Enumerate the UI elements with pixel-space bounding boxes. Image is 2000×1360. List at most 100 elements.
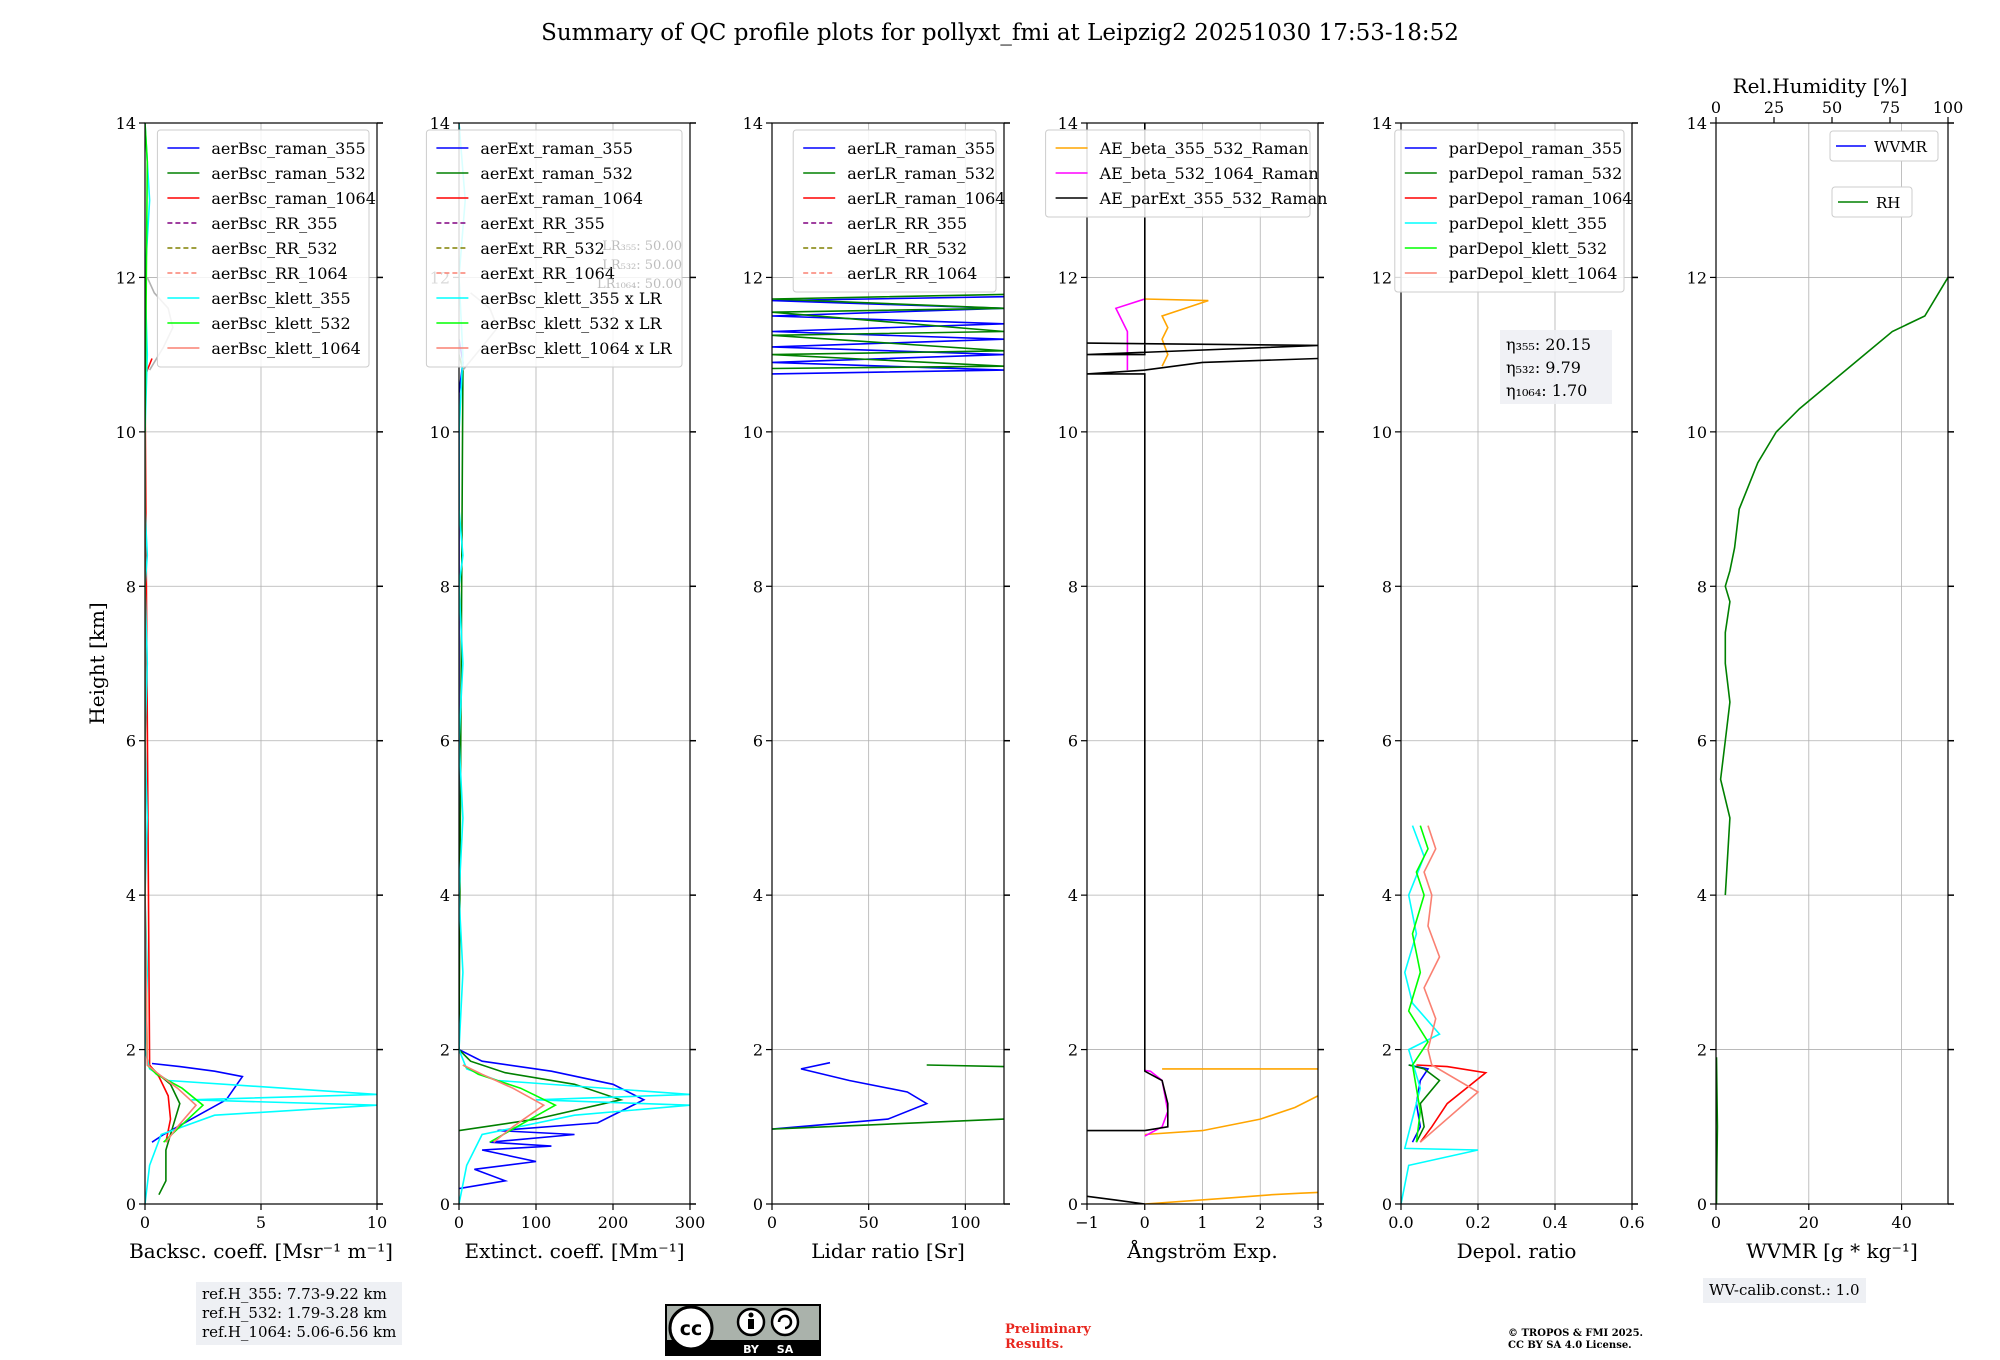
legend-entry: aerBsc_raman_1064 [211,189,376,208]
figure-title: Summary of QC profile plots for pollyxt_… [541,20,1459,46]
ytick-label: 0 [1382,1195,1392,1214]
ytick-label: 12 [1687,268,1707,287]
series-parDepol_klett_355 [1401,825,1479,1204]
legend-box [1831,186,1913,218]
legend-entry: AE_beta_532_1064_Raman [1099,164,1319,183]
ytick-label: 4 [126,886,136,905]
xtick-label: 1 [1197,1213,1207,1232]
lr-annotation: LR₁₀₆₄: 50.00 [597,277,682,292]
legend-entry: parDepol_klett_355 [1449,214,1607,233]
series-AE_beta_355_532_Raman [1144,1191,1318,1204]
series-aerLR_raman_532_cirrus [772,293,1004,370]
series-aerExt_raman_355 [459,339,646,1190]
x-axis-label: Lidar ratio [Sr] [811,1239,965,1263]
ytick-label: 4 [1068,886,1078,905]
ytick-label: 0 [126,1195,136,1214]
ytick-label: 6 [126,732,136,751]
ytick-label: 0 [753,1195,763,1214]
legend-entry: parDepol_klett_1064 [1449,264,1618,283]
cc-label-sa: SA [777,1343,794,1356]
refh-355: ref.H_355: 7.73-9.22 km [202,1285,387,1303]
xtick-label: 0 [767,1213,777,1232]
series-AE_beta_355_532_Raman_cirrus [1144,298,1209,367]
series-aerBsc_klett_532 x LR [462,1064,558,1143]
eta-annotation: η₁₀₆₄: 1.70 [1506,381,1587,400]
xtick-label: 0 [454,1213,464,1232]
xtick-label: 0 [1140,1213,1150,1232]
series-parDepol_raman_355 [1408,1064,1430,1143]
series-aerBsc_klett_355 x LR [459,123,690,1204]
xtick-label: 0 [1711,1213,1721,1232]
ytick-label: 6 [1382,732,1392,751]
ytick-label: 2 [440,1041,450,1060]
legend-entry: parDepol_raman_355 [1449,139,1622,158]
ytick-label: 10 [1372,423,1392,442]
legend-entry: aerLR_RR_1064 [847,264,977,283]
refh-532: ref.H_532: 1.79-3.28 km [202,1304,387,1322]
ytick-label: 14 [1687,114,1707,133]
legend-entry: aerExt_raman_355 [480,139,633,158]
xtick-label: −1 [1075,1213,1099,1232]
ytick-label: 2 [1068,1041,1078,1060]
xtick-label: 0 [140,1213,150,1232]
legend-box [1829,130,1939,162]
series-aerExt_raman_532 [459,354,624,1132]
x-axis-label: Extinct. coeff. [Mm⁻¹] [464,1239,684,1263]
legend-2: RH [1831,186,1913,218]
legend-entry: aerBsc_klett_1064 x LR [480,339,672,358]
xtick-label: 2 [1255,1213,1265,1232]
ytick-label: 0 [440,1195,450,1214]
ytick-label: 2 [753,1041,763,1060]
series-RH [1719,276,1948,896]
preliminary-line-1: Preliminary [1005,1322,1091,1337]
legend-entry: aerLR_raman_532 [847,164,995,183]
series-AE_beta_532_1064_Raman [1144,1069,1169,1137]
ytick-label: 10 [743,423,763,442]
legend-entry: AE_beta_355_532_Raman [1099,139,1309,158]
axes-frame [458,122,691,1205]
legend-box [425,129,683,368]
xtick-label: 200 [598,1213,629,1232]
xtick-label: 0.4 [1542,1213,1567,1232]
series-parDepol_raman_532 [1408,1064,1441,1143]
axes-frame [1400,122,1633,1205]
legend-box [156,129,370,368]
top-xtick-label: 100 [1933,98,1964,117]
x-axis-label: Backsc. coeff. [Msr⁻¹ m⁻¹] [129,1239,393,1263]
legend: aerExt_raman_355 aerExt_raman_532 aerExt_r… [425,129,683,368]
ytick-label: 2 [1382,1041,1392,1060]
copyright-line-2: CC BY SA 4.0 License. [1508,1340,1632,1351]
series-aerLR_raman_532 [772,1118,1004,1130]
ytick-label: 6 [1697,732,1707,751]
xtick-label: 10 [367,1213,387,1232]
series-AE_parExt_355_532_Raman [1087,1195,1145,1204]
ytick-label: 14 [1058,114,1078,133]
ytick-label: 14 [116,114,136,133]
xtick-label: 3 [1313,1213,1323,1232]
ytick-label: 14 [1372,114,1392,133]
legend-entry: aerExt_RR_355 [480,214,604,233]
legend: WVMR [1829,130,1939,162]
top-axis-label: Rel.Humidity [%] [1733,74,1908,98]
legend-entry: aerLR_raman_355 [847,139,995,158]
xtick-label: 300 [675,1213,706,1232]
ytick-label: 8 [1382,577,1392,596]
panel-depol: 0 2 4 6 8 10 12 14 0.0 0.2 0.4 0.6 Depol. ratio parDe… [1372,114,1645,1263]
eta-annotation: η₅₃₂: 9.79 [1506,358,1581,377]
ytick-label: 6 [440,732,450,751]
legend-entry: aerExt_raman_532 [480,164,633,183]
wv-calib-box: WV-calib.const.: 1.0 [1703,1278,1866,1303]
ytick-label: 10 [1687,423,1707,442]
xtick-label: 0.2 [1465,1213,1490,1232]
series-parDepol_klett_532 [1407,825,1429,1143]
legend-entry: aerBsc_klett_355 [211,289,350,308]
legend-box [1394,129,1625,293]
lr-annotation: LR₃₅₅: 50.00 [602,239,682,254]
ytick-label: 10 [116,423,136,442]
legend-entry: aerBsc_klett_1064 [211,339,360,358]
y-axis-label: Height [km] [85,602,109,724]
copyright-line-1: © TROPOS & FMI 2025. [1508,1328,1644,1339]
